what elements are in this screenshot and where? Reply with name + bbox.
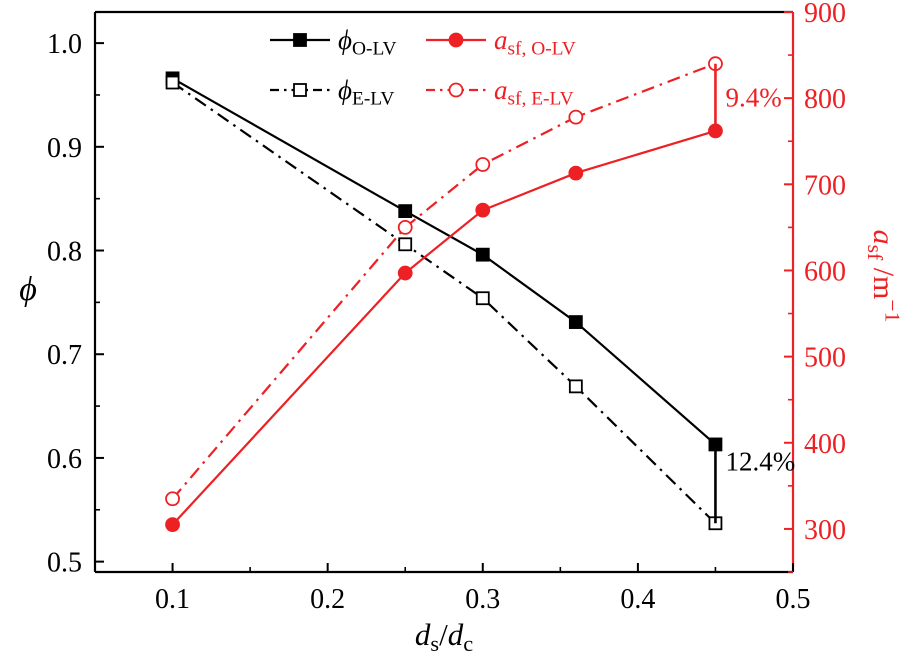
series-asf-o-lv [165, 123, 723, 533]
legend-label: asf, O-LV [494, 25, 576, 59]
right-axis-title: asf /m−1 [863, 230, 904, 323]
legend-entry-phi-o-lv: ϕO-LV [270, 25, 397, 59]
data-point [475, 247, 490, 262]
legend-entry-asf-e-lv: asf, E-LV [426, 75, 574, 109]
left-tick-label: 1.0 [47, 29, 82, 60]
legend: ϕO-LV asf, O-LV ϕE-LV asf, E-LV [270, 25, 576, 109]
data-point [165, 491, 180, 507]
right-tick-label: 500 [804, 343, 846, 374]
data-point [398, 204, 413, 219]
data-point [165, 75, 180, 90]
annotation-1: 12.4% [714, 444, 795, 524]
data-point [568, 315, 583, 329]
series-asf-e-lv [165, 56, 723, 507]
right-axis: 300 400 500 600 700 800 900 asf /m−1 [784, 0, 904, 573]
data-point [475, 291, 490, 306]
x-axis: 0.1 0.2 0.3 0.4 0.5 ds/dc [94, 563, 811, 655]
data-point [568, 109, 584, 125]
left-tick-label: 0.6 [47, 444, 82, 475]
right-tick-label: 400 [804, 429, 846, 460]
left-tick-label: 0.5 [47, 548, 82, 579]
data-point [397, 265, 413, 281]
data-point [397, 219, 413, 235]
right-tick-label: 800 [804, 84, 846, 115]
legend-entry-phi-e-lv: ϕE-LV [270, 75, 394, 109]
series-phi-o-lv [165, 71, 723, 452]
data-point [475, 157, 491, 172]
left-tick-label: 0.9 [47, 133, 82, 164]
legend-label: ϕE-LV [338, 75, 394, 109]
annotation-label: 12.4% [725, 446, 795, 476]
right-tick-label: 300 [804, 515, 846, 546]
data-point [398, 237, 413, 252]
x-tick-label: 0.1 [155, 584, 190, 615]
data-point [475, 202, 491, 218]
legend-marker [448, 82, 464, 98]
legend-entry-asf-o-lv: asf, O-LV [426, 25, 576, 59]
left-tick-label: 0.8 [47, 237, 82, 268]
series-phi-e-lv [165, 75, 723, 531]
x-tick-label: 0.3 [465, 584, 500, 615]
data-point [568, 379, 583, 394]
x-tick-label: 0.2 [310, 584, 345, 615]
left-axis-title: ϕ [19, 271, 37, 308]
plot-frame [93, 10, 795, 574]
left-axis: 0.5 0.6 0.7 0.8 0.9 1.0 ϕ [19, 29, 104, 579]
left-tick-label: 0.7 [47, 340, 82, 371]
x-tick-label: 0.5 [776, 584, 811, 615]
data-point [165, 517, 180, 533]
x-tick-label: 0.4 [620, 584, 655, 615]
legend-label: ϕO-LV [338, 25, 397, 59]
right-tick-label: 600 [804, 256, 846, 287]
legend-marker [293, 83, 307, 97]
right-tick-label: 700 [804, 170, 846, 201]
right-tick-label: 900 [804, 0, 846, 29]
annotation-0: 9.4% [714, 63, 782, 131]
data-point [568, 165, 584, 181]
x-axis-title: ds/dc [415, 617, 473, 655]
legend-label: asf, E-LV [494, 75, 574, 109]
annotation-label: 9.4% [725, 82, 781, 112]
legend-marker [448, 32, 464, 48]
legend-marker [293, 33, 307, 47]
